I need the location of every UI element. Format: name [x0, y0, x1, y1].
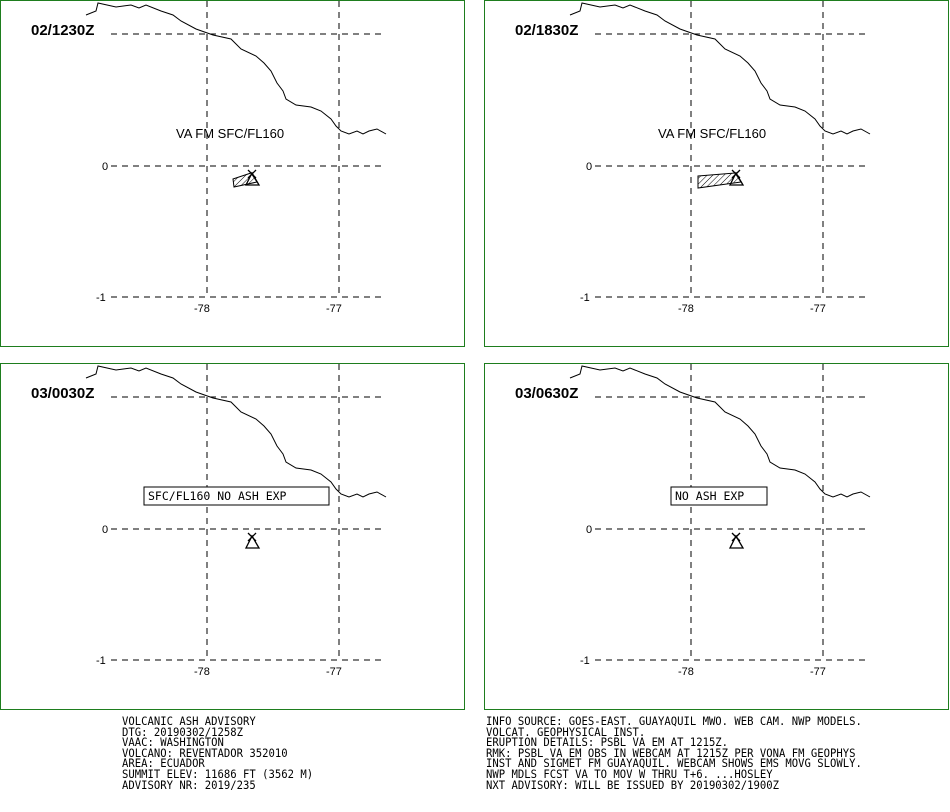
coastline	[85, 365, 387, 498]
lat-label-0: 0	[102, 161, 108, 173]
ash-label: SFC/FL160 NO ASH EXP	[148, 489, 287, 503]
lat-label-0: 0	[586, 524, 592, 536]
advisory-line: VOLCANIC ASH ADVISORY	[122, 714, 256, 728]
advisory-line: ERUPTION DETAILS: PSBL VA EM AT 1215Z.	[486, 735, 729, 750]
coastline	[569, 2, 871, 135]
advisory-line: NWP MDLS FCST VA TO MOV W THRU T+6. ...H…	[486, 766, 773, 781]
label-box	[670, 486, 768, 506]
lat-label-minus1: -1	[580, 655, 590, 667]
map-canvas: 03/0630Z NO ASH EXP 0 -1 -78 -77	[515, 364, 871, 678]
volcano-icon	[244, 169, 261, 186]
ash-label: VA FM SFC/FL160	[658, 126, 766, 141]
volcano-icon	[728, 532, 745, 549]
forecast-time: 02/1830Z	[515, 22, 578, 39]
map-canvas: 03/0030Z SFC/FL160 NO ASH EXP 0 -1 -78 -…	[31, 364, 387, 678]
lon-label-minus78: -78	[678, 303, 694, 315]
lon-label-minus78: -78	[678, 666, 694, 678]
forecast-time: 03/0030Z	[31, 385, 94, 402]
forecast-time: 02/1230Z	[31, 22, 94, 39]
lon-label-minus77: -77	[326, 666, 342, 678]
map-panel-1: 02/1230Z VA FM SFC/FL160 0 -1 -78 -77	[0, 0, 465, 347]
advisory-line: INFO SOURCE: GOES-EAST. GUAYAQUIL MWO. W…	[486, 714, 862, 728]
label-box	[143, 486, 330, 506]
grid-lines	[111, 364, 386, 661]
map-panel-2: 02/1830Z VA FM SFC/FL160 0 -1 -78 -77	[484, 0, 949, 347]
ash-label: VA FM SFC/FL160	[176, 126, 284, 141]
map-panel-3: 03/0030Z SFC/FL160 NO ASH EXP 0 -1 -78 -…	[0, 363, 465, 710]
advisory-details-block: INFO SOURCE: GOES-EAST. GUAYAQUIL MWO. W…	[486, 714, 895, 792]
lat-label-minus1: -1	[580, 292, 590, 304]
lon-label-minus78: -78	[194, 666, 210, 678]
lat-label-0: 0	[102, 524, 108, 536]
advisory-header-block: VOLCANIC ASH ADVISORY DTG: 20190302/1258…	[122, 714, 330, 792]
advisory-line: AREA: ECUADOR	[122, 756, 205, 771]
map-canvas: 02/1230Z VA FM SFC/FL160 0 -1 -78 -77	[31, 1, 387, 315]
grid-lines	[595, 364, 870, 661]
advisory-line: RMK: PSBL VA EM OBS IN WEBCAM AT 1215Z P…	[486, 745, 856, 760]
map-panel-4: 03/0630Z NO ASH EXP 0 -1 -78 -77	[484, 363, 949, 710]
volcano-icon	[244, 532, 261, 549]
advisory-line: VAAC: WASHINGTON	[122, 735, 224, 750]
advisory-line: NXT ADVISORY: WILL BE ISSUED BY 20190302…	[486, 777, 780, 792]
advisory-line: INST AND SIGMET FM GUAYAQUIL. WEBCAM SHO…	[486, 756, 862, 771]
advisory-line: DTG: 20190302/1258Z	[122, 724, 244, 739]
forecast-time: 03/0630Z	[515, 385, 578, 402]
coastline	[85, 2, 387, 135]
coastline	[569, 365, 871, 498]
advisory-line: SUMMIT ELEV: 11686 FT (3562 M)	[122, 766, 314, 781]
volcano-icon	[728, 169, 745, 186]
ash-label: NO ASH EXP	[675, 489, 744, 503]
grid-lines	[595, 1, 870, 298]
advisory-line: VOLCAT. GEOPHYSICAL INST.	[486, 724, 646, 739]
lon-label-minus77: -77	[810, 666, 826, 678]
lat-label-minus1: -1	[96, 292, 106, 304]
grid-lines	[111, 1, 386, 298]
lat-label-0: 0	[586, 161, 592, 173]
advisory-line: VOLCANO: REVENTADOR 352010	[122, 745, 288, 760]
map-canvas: 02/1830Z VA FM SFC/FL160 0 -1 -78 -77	[515, 1, 871, 315]
lon-label-minus78: -78	[194, 303, 210, 315]
lat-label-minus1: -1	[96, 655, 106, 667]
advisory-line: ADVISORY NR: 2019/235	[122, 777, 256, 792]
lon-label-minus77: -77	[326, 303, 342, 315]
lon-label-minus77: -77	[810, 303, 826, 315]
